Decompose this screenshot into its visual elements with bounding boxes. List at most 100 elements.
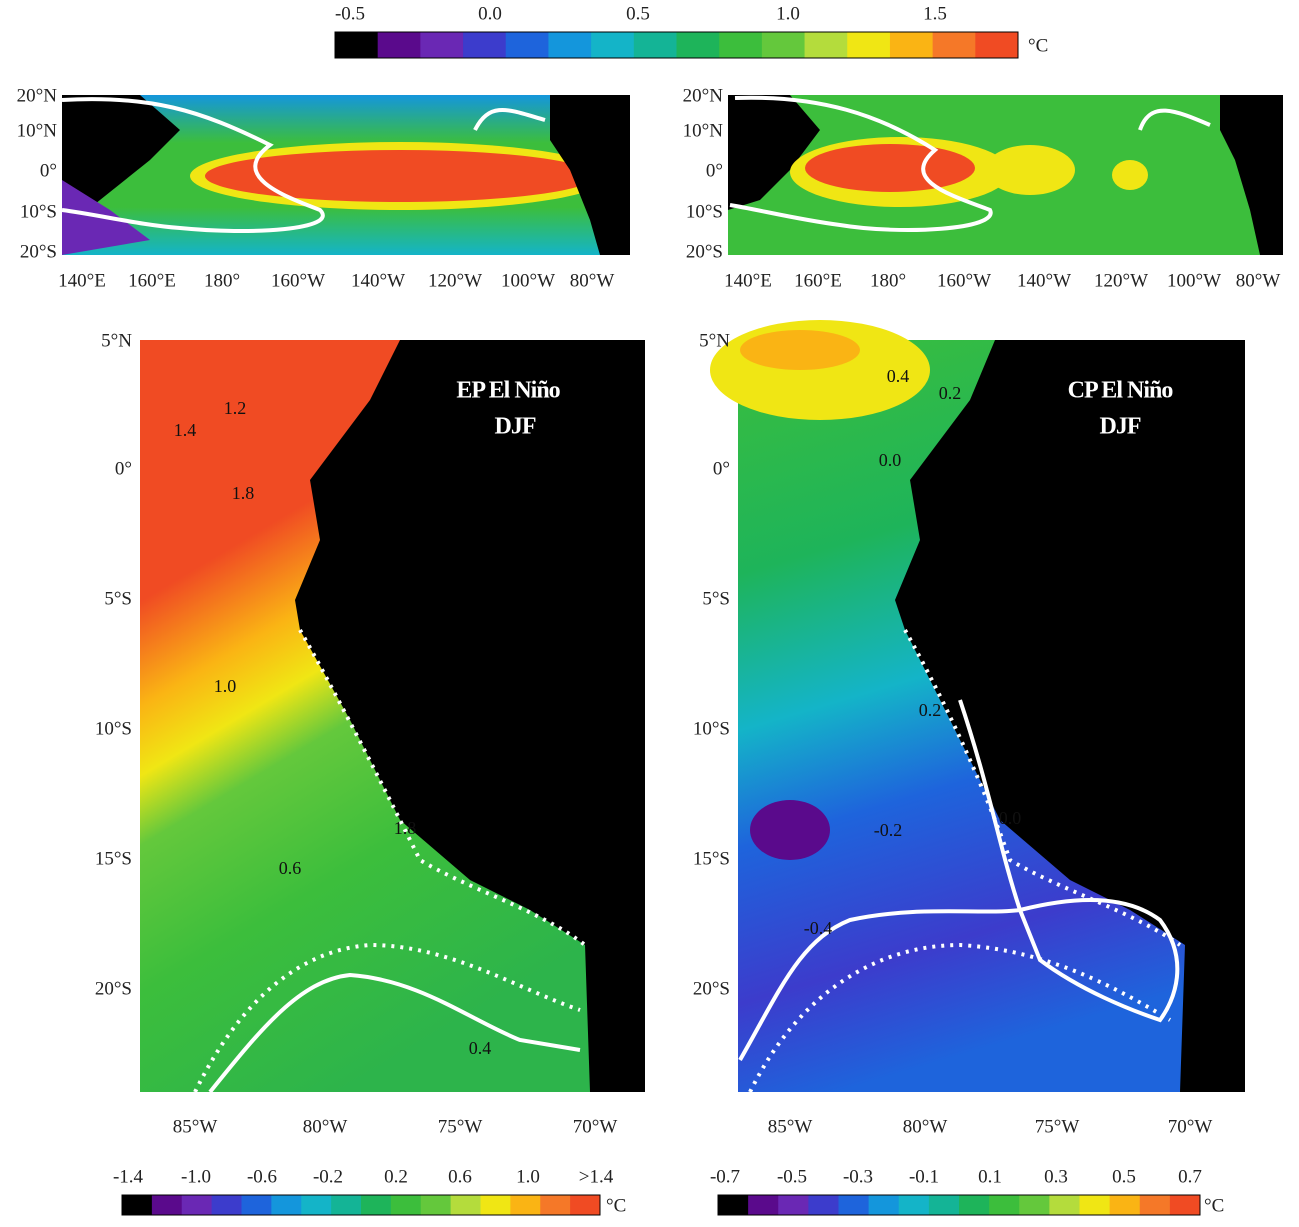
colorbar-swatch bbox=[928, 1195, 960, 1215]
y-label: 10°S bbox=[20, 201, 57, 222]
y-label: 20°N bbox=[17, 85, 58, 106]
colorbar-swatch bbox=[804, 32, 848, 58]
colorbar-label: -0.7 bbox=[710, 1166, 740, 1187]
colorbar-swatch bbox=[377, 32, 421, 58]
x-label: 70°W bbox=[1168, 1116, 1213, 1137]
contour-label: -0.4 bbox=[804, 918, 833, 938]
colorbar-swatch bbox=[301, 1195, 332, 1215]
x-label: 180° bbox=[870, 270, 906, 291]
x-label: 140°E bbox=[58, 270, 106, 291]
colorbar-swatch bbox=[1109, 1195, 1141, 1215]
map-bottom-left bbox=[140, 340, 645, 1094]
x-label: 120°W bbox=[1094, 270, 1148, 291]
y-label: 5°N bbox=[699, 330, 730, 351]
x-label: 75°W bbox=[438, 1116, 483, 1137]
colorbar-swatch bbox=[868, 1195, 900, 1215]
x-label: 80°W bbox=[1236, 270, 1281, 291]
x-label: 80°W bbox=[570, 270, 615, 291]
colorbar-swatch bbox=[898, 1195, 930, 1215]
x-label: 100°W bbox=[501, 270, 555, 291]
x-label: 120°W bbox=[428, 270, 482, 291]
y-label: 20°S bbox=[20, 241, 57, 262]
colorbar-swatch bbox=[1049, 1195, 1080, 1215]
colorbar-swatch bbox=[505, 32, 549, 58]
y-label: 0° bbox=[115, 458, 132, 479]
colorbar-label: -0.5 bbox=[777, 1166, 807, 1187]
colorbar-label: 0.0 bbox=[478, 3, 502, 24]
y-label: 15°S bbox=[95, 848, 132, 869]
x-label: 100°W bbox=[1167, 270, 1221, 291]
y-label: 15°S bbox=[693, 848, 730, 869]
colorbar-label: 0.6 bbox=[448, 1166, 472, 1187]
colorbar-frame bbox=[334, 31, 1019, 59]
colorbar-swatch bbox=[211, 1195, 242, 1215]
colorbar-label: 1.0 bbox=[776, 3, 800, 24]
colorbar-swatch bbox=[548, 32, 592, 58]
panel-season: DJF bbox=[1100, 414, 1141, 440]
y-label: 10°N bbox=[17, 120, 58, 141]
x-label: 160°E bbox=[794, 270, 842, 291]
colorbar-swatch bbox=[889, 32, 934, 58]
colorbar-swatch bbox=[570, 1195, 601, 1215]
colorbar-label: -0.3 bbox=[843, 1166, 873, 1187]
y-label: 20°S bbox=[686, 241, 723, 262]
contour-label: 1.0 bbox=[214, 676, 237, 696]
contour-label: 0.6 bbox=[279, 858, 302, 878]
colorbar-swatch bbox=[420, 1195, 452, 1215]
colorbar-label: >1.4 bbox=[579, 1166, 614, 1187]
map-top-left bbox=[61, 95, 630, 255]
colorbar-frame bbox=[121, 1194, 601, 1216]
x-label: 140°W bbox=[1017, 270, 1071, 291]
colorbar-label: -0.1 bbox=[909, 1166, 939, 1187]
colorbar-frame bbox=[717, 1194, 1201, 1216]
contour-label: 0.2 bbox=[919, 700, 942, 720]
colorbar-swatch bbox=[748, 1195, 779, 1215]
colorbar-swatch bbox=[1139, 1195, 1171, 1215]
colorbar-swatch bbox=[450, 1195, 481, 1215]
colorbar-swatch bbox=[778, 1195, 809, 1215]
x-label: 85°W bbox=[173, 1116, 218, 1137]
colorbar-swatch bbox=[838, 1195, 870, 1215]
colorbar-swatch bbox=[540, 1195, 571, 1215]
y-label: 10°S bbox=[95, 718, 132, 739]
x-label: 180° bbox=[204, 270, 240, 291]
colorbar-swatch bbox=[241, 1195, 272, 1215]
y-label: 0° bbox=[706, 160, 723, 181]
contour-label: 0.4 bbox=[469, 1038, 492, 1058]
colorbar-unit: °C bbox=[1204, 1195, 1224, 1216]
colorbar-swatch bbox=[718, 1195, 749, 1215]
colorbar-swatch bbox=[335, 32, 379, 58]
colorbar-label: 0.5 bbox=[626, 3, 650, 24]
colorbar-label: -0.6 bbox=[247, 1166, 277, 1187]
colorbar-swatch bbox=[719, 32, 763, 58]
x-label: 80°W bbox=[303, 1116, 348, 1137]
colorbar-label: 1.5 bbox=[923, 3, 947, 24]
colorbar-label: 0.3 bbox=[1044, 1166, 1068, 1187]
colorbar-swatch bbox=[390, 1195, 422, 1215]
colorbar-swatch bbox=[932, 32, 976, 58]
colorbar-swatch bbox=[151, 1195, 183, 1215]
y-label: 10°N bbox=[683, 120, 724, 141]
y-label: 20°S bbox=[693, 978, 730, 999]
contour-label: 1.8 bbox=[232, 483, 255, 503]
contour-label: 0.2 bbox=[939, 383, 962, 403]
colorbar-swatch bbox=[331, 1195, 362, 1215]
colorbar-swatch bbox=[1019, 1195, 1050, 1215]
contour-label: -0.2 bbox=[874, 820, 903, 840]
panel-season: DJF bbox=[495, 414, 536, 440]
y-label: 5°S bbox=[702, 588, 730, 609]
contour-label: 0.0 bbox=[879, 450, 902, 470]
colorbar-swatch bbox=[676, 32, 720, 58]
colorbar-swatch bbox=[959, 1195, 990, 1215]
x-label: 70°W bbox=[573, 1116, 618, 1137]
colorbar-swatch bbox=[808, 1195, 839, 1215]
colorbar-swatch bbox=[463, 32, 507, 58]
colorbar-swatch bbox=[761, 32, 806, 58]
colorbar-swatch bbox=[591, 32, 635, 58]
panel-title: EP El Niño bbox=[456, 378, 560, 404]
colorbar-swatch bbox=[1169, 1195, 1201, 1215]
y-label: 10°S bbox=[693, 718, 730, 739]
contour-label: 0.0 bbox=[999, 808, 1022, 828]
colorbar-label: 0.1 bbox=[978, 1166, 1002, 1187]
